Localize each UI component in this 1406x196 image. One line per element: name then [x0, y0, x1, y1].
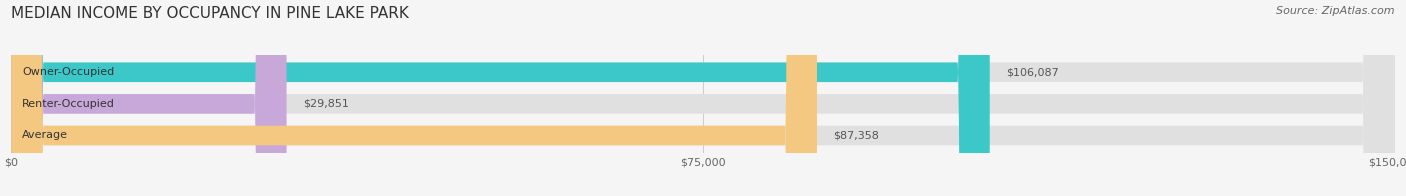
- Text: $106,087: $106,087: [1007, 67, 1059, 77]
- Text: Source: ZipAtlas.com: Source: ZipAtlas.com: [1277, 6, 1395, 16]
- Text: Owner-Occupied: Owner-Occupied: [22, 67, 114, 77]
- FancyBboxPatch shape: [11, 0, 1395, 196]
- Text: $87,358: $87,358: [834, 131, 880, 141]
- FancyBboxPatch shape: [11, 0, 817, 196]
- FancyBboxPatch shape: [11, 0, 990, 196]
- FancyBboxPatch shape: [11, 0, 287, 196]
- Text: Average: Average: [22, 131, 69, 141]
- Text: $29,851: $29,851: [304, 99, 349, 109]
- Text: Renter-Occupied: Renter-Occupied: [22, 99, 115, 109]
- Text: MEDIAN INCOME BY OCCUPANCY IN PINE LAKE PARK: MEDIAN INCOME BY OCCUPANCY IN PINE LAKE …: [11, 6, 409, 21]
- FancyBboxPatch shape: [11, 0, 1395, 196]
- FancyBboxPatch shape: [11, 0, 1395, 196]
